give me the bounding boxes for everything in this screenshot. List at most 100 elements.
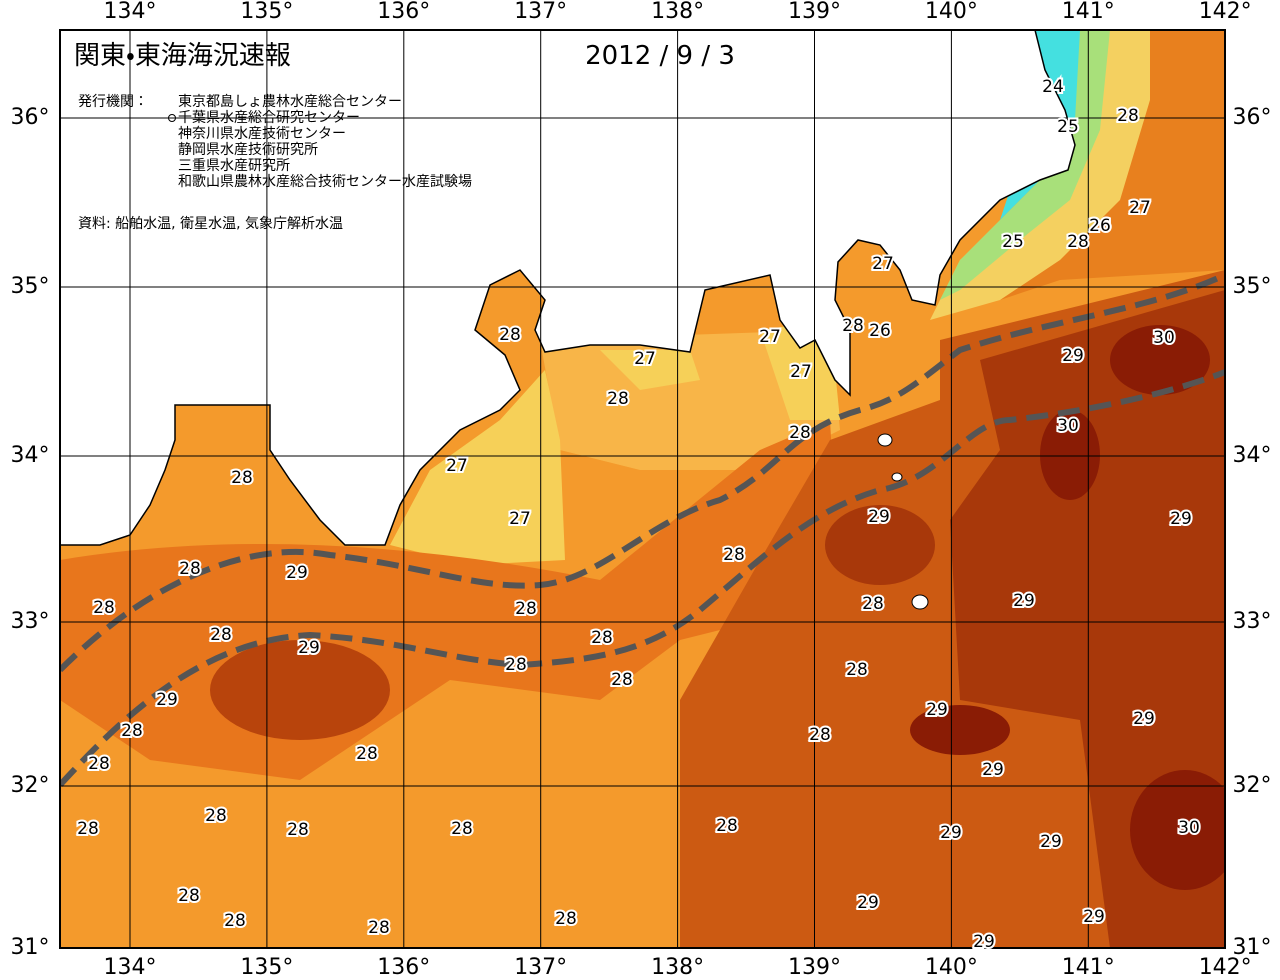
map-title: 関東・東海海況速報 <box>74 41 291 71</box>
latitude-label: 34° <box>11 443 50 468</box>
isotherm-label: 28 <box>809 725 831 745</box>
sea-hottest-zone <box>1110 325 1210 395</box>
isotherm-label: 29 <box>1013 591 1035 611</box>
longitude-label: 141° <box>1062 0 1115 24</box>
isotherm-label: 29 <box>857 893 879 913</box>
data-source: 資料: 船舶水温, 衛星水温, 気象庁解析水温 <box>78 216 343 232</box>
latitude-label: 31° <box>11 935 50 960</box>
isotherm-label: 29 <box>298 638 320 658</box>
publisher-name: 和歌山県農林水産総合技術センター水産試験場 <box>178 174 472 190</box>
isotherm-label: 27 <box>872 254 894 274</box>
isotherm-label: 28 <box>555 909 577 929</box>
isotherm-label: 26 <box>1089 216 1111 236</box>
current-axis <box>60 369 1225 788</box>
latitude-label: 31° <box>1233 935 1272 960</box>
latitude-label: 36° <box>1233 105 1272 130</box>
longitude-label: 135° <box>240 955 293 980</box>
longitude-label: 137° <box>514 955 567 980</box>
isotherm-label: 29 <box>982 760 1004 780</box>
latitude-label: 32° <box>11 773 50 798</box>
isotherm-label: 27 <box>1129 198 1151 218</box>
isotherm-label: 28 <box>121 721 143 741</box>
isotherm-label: 29 <box>1083 907 1105 927</box>
longitude-label: 138° <box>651 955 704 980</box>
isotherm-label: 29 <box>156 690 178 710</box>
isotherm-label: 28 <box>93 598 115 618</box>
isotherm-label: 28 <box>77 819 99 839</box>
longitude-label: 142° <box>1199 0 1252 24</box>
sea-hottest-zone <box>1130 770 1225 890</box>
latitude-label: 36° <box>11 105 50 130</box>
isotherm-label: 28 <box>607 389 629 409</box>
isotherm-label: 28 <box>499 325 521 345</box>
latitude-label: 32° <box>1233 773 1272 798</box>
latitude-label: 35° <box>1233 274 1272 299</box>
current-axis <box>60 272 1225 673</box>
map-date: 2012 / 9 / 3 <box>585 41 735 71</box>
isotherm-label: 30 <box>1178 818 1200 838</box>
isotherm-label: 27 <box>790 362 812 382</box>
isotherm-label: 30 <box>1057 416 1079 436</box>
isotherm-label: 30 <box>1153 328 1175 348</box>
isotherm-label: 28 <box>287 820 309 840</box>
isotherm-label: 28 <box>515 599 537 619</box>
longitude-label: 136° <box>377 0 430 24</box>
isotherm-label: 28 <box>789 423 811 443</box>
isotherm-label: 28 <box>723 545 745 565</box>
longitude-label: 141° <box>1062 955 1115 980</box>
isotherm-label: 28 <box>178 886 200 906</box>
isotherm-label: 28 <box>179 559 201 579</box>
isotherm-label: 27 <box>634 349 656 369</box>
labels: 134° 134° 135° 135° 136° 136° 137° 137° 138° 138°… <box>11 0 1272 980</box>
isotherm-label: 28 <box>591 628 613 648</box>
isotherm-label: 25 <box>1002 232 1024 252</box>
latitude-label: 33° <box>1233 609 1272 634</box>
sea-temperature-field <box>60 30 1225 948</box>
longitude-label: 140° <box>925 0 978 24</box>
sea-cool-zone <box>600 350 700 390</box>
isotherm-label: 28 <box>451 819 473 839</box>
isotherm-label: 28 <box>224 911 246 931</box>
longitude-label: 137° <box>514 0 567 24</box>
isotherm-label: 29 <box>940 823 962 843</box>
publisher-name: 千葉県水産総合研究センター <box>178 109 360 126</box>
isotherm-label: 28 <box>846 660 868 680</box>
publisher-name: 三重県水産研究所 <box>178 157 290 174</box>
sea-hot-zone <box>210 640 390 740</box>
longitude-label: 136° <box>377 955 430 980</box>
publisher-name: 東京都島しょ農林水産総合センター <box>178 94 402 110</box>
publisher-label: 発行機関： <box>78 94 148 110</box>
island <box>891 472 903 482</box>
island <box>911 594 929 610</box>
isotherm-label: 28 <box>210 625 232 645</box>
isotherm-label: 29 <box>1170 509 1192 529</box>
longitude-label: 134° <box>104 0 157 24</box>
isotherm-label: 26 <box>869 321 891 341</box>
isotherm-label: 24 <box>1042 77 1064 97</box>
sea-cool-zone <box>390 370 565 565</box>
isotherm-label: 28 <box>205 806 227 826</box>
latitude-label: 35° <box>11 274 50 299</box>
isotherm-label: 28 <box>611 670 633 690</box>
isotherm-label: 28 <box>356 744 378 764</box>
island <box>877 433 893 447</box>
isotherm-label: 29 <box>973 932 995 952</box>
isotherm-label: 29 <box>1133 709 1155 729</box>
sea-hot-zone <box>825 505 935 585</box>
latitude-label: 34° <box>1233 443 1272 468</box>
publisher-name: 神奈川県水産技術センター <box>178 126 346 142</box>
longitude-label: 140° <box>925 955 978 980</box>
longitude-label: 134° <box>104 955 157 980</box>
isotherm-label: 28 <box>1067 232 1089 252</box>
sea-hottest-zone <box>1040 410 1100 500</box>
map-frame <box>59 29 1226 949</box>
isotherm-label: 25 <box>1057 117 1079 137</box>
isotherm-label: 28 <box>368 918 390 938</box>
isotherm-label: 29 <box>1062 346 1084 366</box>
isotherm-label: 28 <box>842 316 864 336</box>
isotherm-label: 27 <box>446 456 468 476</box>
longitude-label: 142° <box>1199 955 1252 980</box>
sea-hottest-zone <box>910 705 1010 755</box>
